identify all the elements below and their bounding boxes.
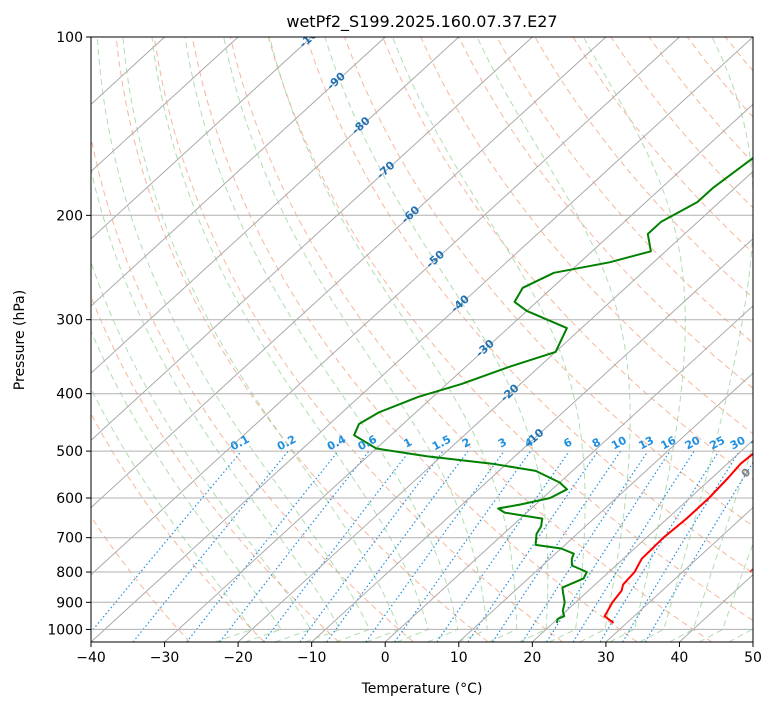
dry-adiabat	[191, 37, 638, 642]
isotherm-line	[91, 37, 607, 509]
dry-adiabat	[267, 37, 753, 622]
y-axis-label: Pressure (hPa)	[12, 290, 28, 390]
moist-adiabat	[269, 37, 518, 642]
dry-adiabat	[115, 37, 489, 642]
y-tick-label: 600	[56, 491, 83, 507]
mixing-ratio-label: 10	[609, 434, 629, 453]
dry-adiabat	[496, 37, 753, 344]
plot-frame	[90, 36, 754, 643]
dry-adiabat	[153, 37, 563, 642]
isotherm-line	[91, 37, 533, 441]
dry-adiabat	[91, 412, 265, 642]
mixing-ratio-label: 30	[728, 434, 748, 453]
mixing-ratio-line	[521, 450, 649, 642]
isotherm-line	[458, 372, 753, 642]
mixing-ratio-line	[365, 450, 505, 642]
isotherm-line	[384, 305, 753, 642]
x-tick-label: −20	[223, 650, 253, 666]
isotherm-line	[91, 37, 753, 642]
dry-adiabat	[305, 37, 753, 574]
isotherm-line	[91, 37, 386, 307]
mixing-ratio-line	[599, 450, 720, 642]
x-tick-label: −30	[150, 650, 180, 666]
mixing-ratio-line	[467, 450, 599, 642]
x-tick-label: 50	[744, 650, 762, 666]
y-tick-label: 900	[56, 595, 83, 611]
mixing-ratio-line	[436, 450, 570, 642]
y-tick-label: 300	[56, 313, 83, 329]
y-tick-label: 400	[56, 387, 83, 403]
moist-adiabat	[582, 37, 686, 642]
mixing-ratio-label: 16	[659, 434, 679, 453]
mixing-ratio-line	[263, 450, 410, 642]
x-axis: −40 −30 −20 −10 0 10 20 30 40 50	[76, 642, 762, 666]
isotherm-line	[164, 103, 753, 642]
moist-adiabat	[324, 37, 549, 642]
moist-adiabat	[91, 387, 253, 642]
dry-adiabat	[344, 37, 753, 527]
y-axis: 100 200 300 400 500 600 700 800 900 1000	[47, 30, 91, 638]
x-tick-label: −10	[297, 650, 327, 666]
isotherm-line	[531, 439, 753, 642]
moist-adiabat	[91, 260, 312, 642]
mixing-ratio-line	[326, 450, 469, 642]
mixing-ratio-line	[91, 450, 242, 633]
dry-adiabat	[91, 135, 414, 642]
temperature-profile	[603, 452, 753, 624]
mixing-ratio-label: 13	[636, 434, 656, 453]
y-tick-label: 500	[56, 444, 83, 460]
y-tick-label: 200	[56, 208, 83, 224]
x-tick-label: 30	[597, 650, 615, 666]
moist-adiabat	[96, 37, 371, 642]
isotherm-line	[311, 238, 753, 642]
chart-title: wetPf2_S199.2025.160.07.37.E27	[286, 12, 557, 32]
y-tick-label: 700	[56, 531, 83, 547]
moist-adiabat	[639, 37, 753, 642]
dry-adiabat	[91, 515, 191, 642]
isotherm-line	[91, 37, 460, 374]
dry-adiabat	[534, 37, 753, 299]
x-tick-label: 0	[381, 650, 390, 666]
dewpoint-profile	[353, 156, 753, 624]
x-axis-label: Temperature (°C)	[361, 681, 483, 697]
mixing-ratio-label: 36	[749, 434, 769, 453]
mixing-ratio-label: 20	[683, 434, 703, 453]
moist-adiabat-label: 30	[747, 560, 767, 580]
moist-adiabat	[476, 37, 631, 642]
x-tick-label: 20	[523, 650, 541, 666]
moist-adiabat	[151, 37, 430, 642]
isotherm-line	[605, 506, 753, 642]
x-tick-label: 40	[671, 650, 689, 666]
y-tick-label: 800	[56, 565, 83, 581]
y-tick-label: 100	[56, 30, 83, 46]
horizontal-grid	[91, 37, 753, 630]
moist-adiabat	[122, 37, 400, 642]
mixing-ratio-label: 25	[707, 434, 727, 453]
moist-adiabat	[91, 329, 283, 642]
mixing-ratio-line	[546, 450, 671, 642]
mixing-ratio-line	[572, 450, 695, 642]
x-tick-label: 10	[450, 650, 468, 666]
moist-adiabat	[392, 37, 586, 642]
isotherm-line	[237, 170, 753, 642]
moist-adiabat	[184, 37, 459, 642]
x-tick-label: −40	[76, 650, 106, 666]
y-tick-label: 1000	[47, 622, 83, 638]
isotherm-line	[91, 37, 680, 576]
series-lines	[353, 156, 753, 624]
moist-adiabat	[223, 37, 488, 642]
isotherm-line	[91, 37, 313, 240]
mixing-ratio-line	[186, 450, 339, 642]
mixing-ratio-line	[492, 450, 622, 642]
isotherm-line	[91, 37, 239, 173]
moist-adiabat	[91, 167, 341, 642]
mixing-ratio-line	[299, 450, 444, 642]
mixing-ratio-line	[132, 450, 289, 642]
